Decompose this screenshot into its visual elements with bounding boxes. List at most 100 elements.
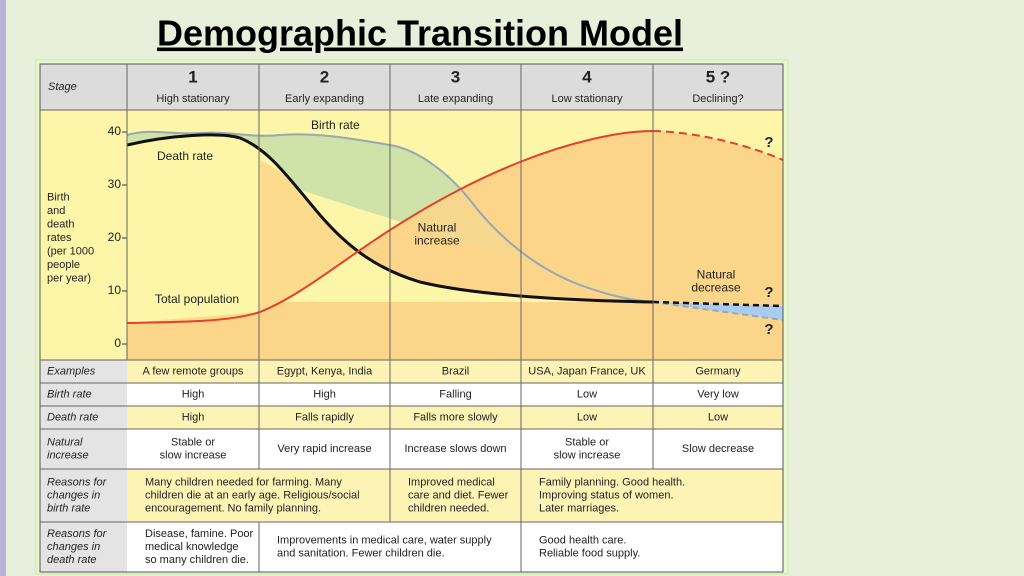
cell-text: USA, Japan France, UK xyxy=(528,365,646,377)
cell-text: Family planning. Good health. xyxy=(539,476,685,488)
row-cells xyxy=(127,469,783,522)
cell-text: High xyxy=(182,411,205,423)
annotation: Death rate xyxy=(157,149,213,163)
row-label: changes in xyxy=(47,541,100,553)
axis-label: and xyxy=(47,205,65,217)
cell-text: Low xyxy=(708,411,728,423)
left-edge xyxy=(0,0,6,576)
axis-label: (per 1000 xyxy=(47,245,94,257)
axis-label: death xyxy=(47,218,75,230)
cell-text: Reliable food supply. xyxy=(539,547,640,559)
cell-text: and sanitation. Fewer children die. xyxy=(277,547,445,559)
row-label: Examples xyxy=(47,365,96,377)
death-rate-projection xyxy=(652,300,784,308)
stage-number: 3 xyxy=(451,67,460,86)
row-cells xyxy=(127,522,783,572)
stage-name: Declining? xyxy=(692,93,743,105)
y-tick-label: 30 xyxy=(108,177,122,191)
annotation: Natural xyxy=(418,221,457,235)
stage-number: 2 xyxy=(320,67,329,86)
axis-label: Birth xyxy=(47,191,70,203)
cell-text: Slow decrease xyxy=(682,443,754,455)
cell-text: Improvements in medical care, water supp… xyxy=(277,534,492,546)
cell-text: Increase slows down xyxy=(404,443,506,455)
row-cells xyxy=(127,429,783,469)
cell-text: Germany xyxy=(695,365,741,377)
row-label: death rate xyxy=(47,554,97,566)
row-cells xyxy=(127,383,783,406)
header-row xyxy=(40,64,783,110)
row-label: Natural xyxy=(47,436,83,448)
stage-name: Late expanding xyxy=(418,93,493,105)
cell-text: Good health care. xyxy=(539,534,626,546)
row-cells xyxy=(127,406,783,429)
cell-text: medical knowledge xyxy=(145,541,239,553)
y-tick-label: 40 xyxy=(108,124,122,138)
stage-number: 5 ? xyxy=(706,67,731,86)
title: Demographic Transition Model xyxy=(157,13,683,54)
cell-text: Disease, famine. Poor xyxy=(145,528,254,540)
row-label-cell xyxy=(40,522,127,572)
cell-text: children die at an early age. Religious/… xyxy=(145,489,360,501)
cell-text: slow increase xyxy=(554,449,621,461)
annotation: ? xyxy=(764,321,773,338)
cell-text: High xyxy=(182,388,205,400)
figure-border xyxy=(39,63,784,573)
y-tick-label: 10 xyxy=(108,283,122,297)
row-label: Reasons for xyxy=(47,528,108,540)
row-label-cell xyxy=(40,406,127,429)
row-label: Birth rate xyxy=(47,388,92,400)
annotation: Total population xyxy=(155,292,239,306)
cell-text: so many children die. xyxy=(145,554,249,566)
annotation: Natural xyxy=(697,268,736,282)
annotation: decrease xyxy=(691,281,741,295)
stage-number: 4 xyxy=(582,67,592,86)
stage-number: 1 xyxy=(188,67,197,86)
y-tick-label: 0 xyxy=(114,336,121,350)
axis-label: people xyxy=(47,259,80,271)
population-projection xyxy=(652,130,784,161)
annotation: Birth rate xyxy=(311,118,360,132)
cell-text: Improved medical xyxy=(408,476,495,488)
row-label-cell xyxy=(40,383,127,406)
death-rate-curve xyxy=(126,133,654,304)
row-label: Death rate xyxy=(47,411,98,423)
cell-text: care and diet. Fewer xyxy=(408,489,509,501)
cell-text: Falling xyxy=(439,388,471,400)
cell-text: Falls rapidly xyxy=(295,411,354,423)
cell-text: children needed. xyxy=(408,502,489,514)
row-label: increase xyxy=(47,449,89,461)
row-label-cell xyxy=(40,469,127,522)
cell-text: Brazil xyxy=(442,365,470,377)
cell-text: Very rapid increase xyxy=(277,443,371,455)
row-label: birth rate xyxy=(47,502,90,514)
annotation: ? xyxy=(764,134,773,151)
stage-name: Early expanding xyxy=(285,93,364,105)
cell-text: Improving status of women. xyxy=(539,489,674,501)
row-label: Reasons for xyxy=(47,476,108,488)
cell-text: Low xyxy=(577,388,597,400)
cell-text: Very low xyxy=(697,388,739,400)
cell-text: encouragement. No family planning. xyxy=(145,502,321,514)
cell-text: Low xyxy=(577,411,597,423)
cell-text: Later marriages. xyxy=(539,502,619,514)
cell-text: Many children needed for farming. Many xyxy=(145,476,342,488)
cell-text: High xyxy=(313,388,336,400)
cell-text: Stable or xyxy=(565,436,609,448)
row-label: changes in xyxy=(47,489,100,501)
cell-text: slow increase xyxy=(160,449,227,461)
axis-label: rates xyxy=(47,232,72,244)
y-tick-label: 20 xyxy=(108,230,122,244)
row-label-cell xyxy=(40,429,127,469)
cell-text: Falls more slowly xyxy=(413,411,498,423)
row-cells xyxy=(127,360,783,383)
row-label-cell xyxy=(40,360,127,383)
annotation: ? xyxy=(764,284,773,301)
cell-text: Stable or xyxy=(171,436,215,448)
annotation: increase xyxy=(414,234,460,248)
cell-text: Egypt, Kenya, India xyxy=(277,365,373,377)
axis-label: per year) xyxy=(47,272,91,284)
stage-name: High stationary xyxy=(156,93,230,105)
cell-text: A few remote groups xyxy=(143,365,244,377)
